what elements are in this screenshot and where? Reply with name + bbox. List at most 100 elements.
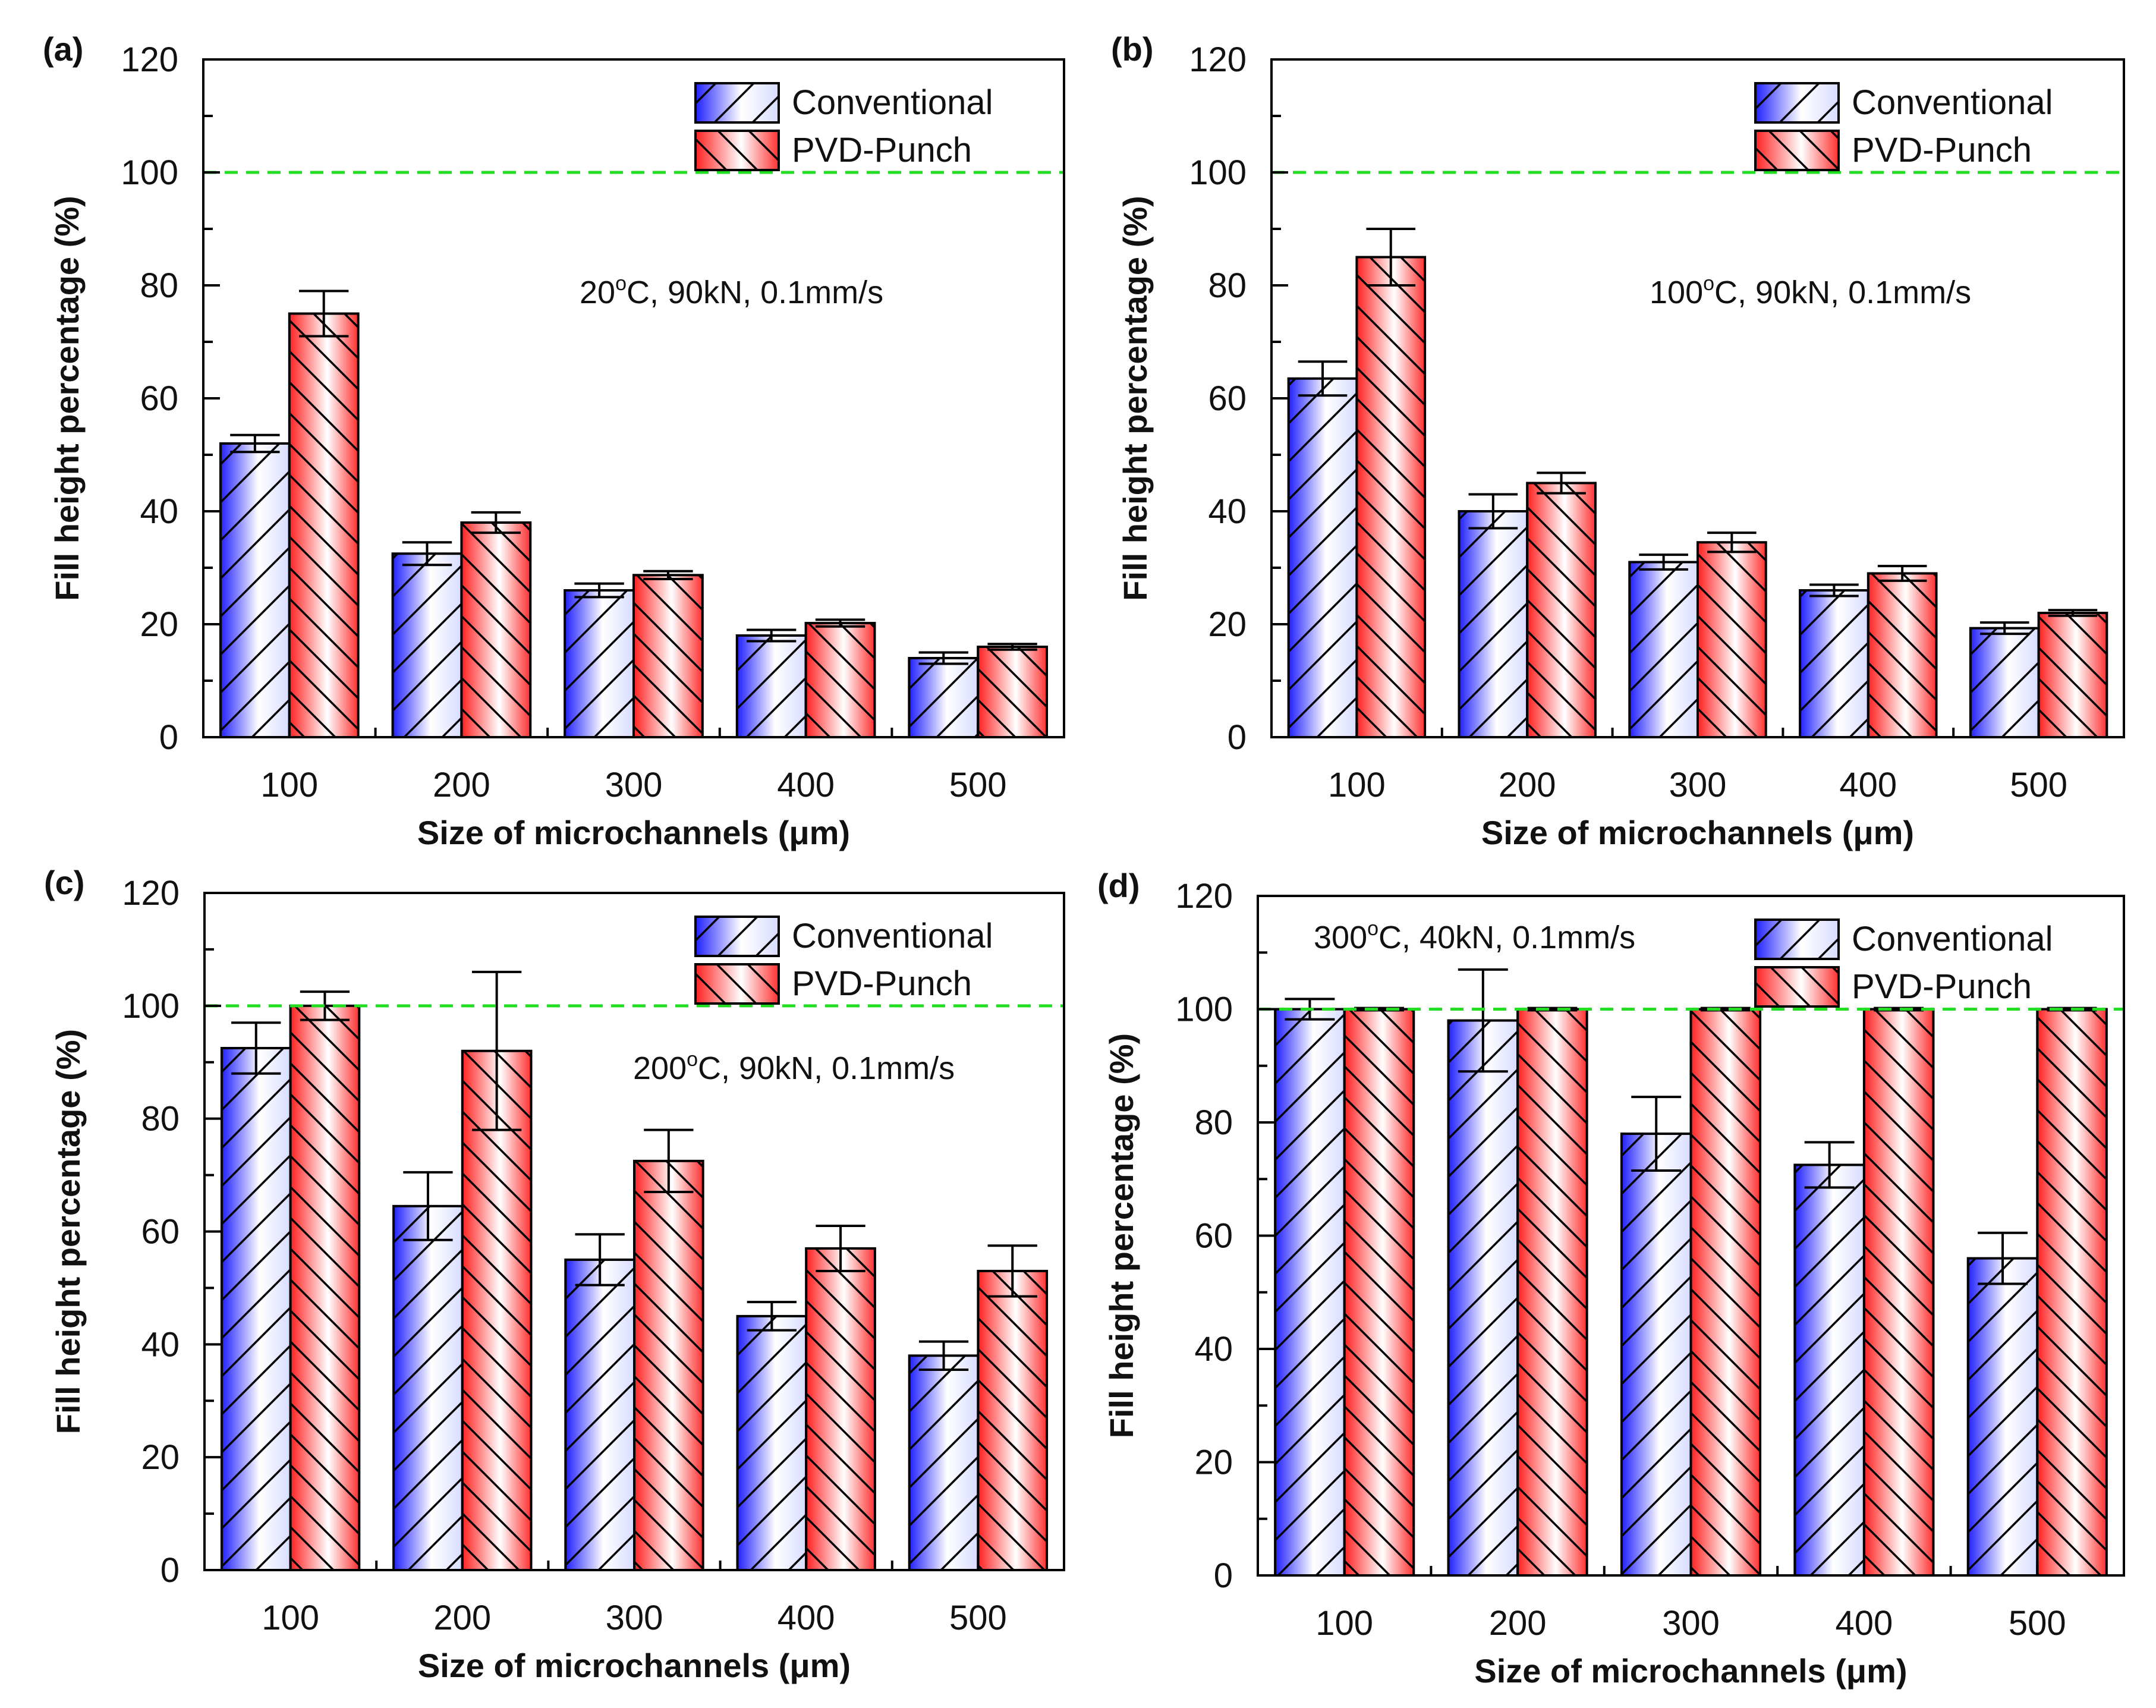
y-tick-label: 60 (1194, 1217, 1233, 1256)
bar-pvd-punch-200 (460, 521, 532, 738)
legend-label: PVD-Punch (792, 964, 972, 1003)
bar-conventional-100 (220, 1047, 292, 1572)
bar-conventional-500 (908, 1354, 980, 1571)
bar-pvd-punch-100 (1355, 256, 1427, 738)
bar-conventional-100 (1274, 1008, 1346, 1577)
x-tick-label: 500 (2010, 766, 2067, 804)
bar-hatch (1274, 1008, 1346, 1577)
bar-pvd-punch-400 (804, 622, 876, 738)
y-tick-label: 60 (1208, 379, 1247, 418)
error-bar (231, 1021, 281, 1075)
bar-hatch (564, 589, 635, 738)
error-bar (2048, 609, 2098, 617)
bar-hatch (460, 521, 532, 738)
x-tick-label: 300 (1662, 1604, 1720, 1643)
y-tick-label: 120 (1175, 877, 1233, 916)
error-bar (918, 651, 968, 665)
x-tick-label: 400 (778, 1599, 835, 1637)
panel-label: (b) (1111, 30, 1154, 68)
x-axis-title: Size of microchannels (μm) (1481, 814, 1914, 851)
error-bar (747, 1301, 797, 1332)
bar-hatch (908, 657, 980, 738)
bar-conventional-500 (908, 657, 980, 738)
y-tick-label: 100 (1189, 153, 1247, 192)
x-tick-label: 200 (1489, 1604, 1547, 1643)
y-tick-label: 40 (140, 492, 178, 531)
error-bar (643, 570, 693, 580)
x-tick-label: 200 (433, 1599, 491, 1637)
legend-item-conventional: Conventional (694, 82, 993, 124)
panel-c: 0 20 40 60 80 100 120 100 200 300 400 500 Size of mi… (44, 864, 1065, 1684)
y-tick-label: 120 (1189, 40, 1247, 79)
bar-hatch (908, 1354, 980, 1571)
error-bar (230, 433, 280, 454)
legend-label: Conventional (792, 83, 993, 122)
y-tick-label: 60 (140, 379, 178, 418)
bar-pvd-punch-500 (2036, 1008, 2108, 1577)
bar-conventional-200 (391, 552, 463, 738)
legend-swatch (694, 916, 780, 957)
legend-swatch (694, 963, 780, 1005)
y-tick-label: 20 (140, 605, 178, 644)
bar-hatch (1447, 1019, 1519, 1577)
bar-hatch (1697, 541, 1767, 738)
bar-pvd-punch-100 (288, 312, 360, 738)
bar-conventional-200 (1447, 1019, 1519, 1577)
condition-annotation: 200oC, 90kN, 0.1mm/s (633, 1048, 955, 1086)
bar-hatch (1799, 589, 1869, 738)
panel-b: 0 20 40 60 80 100 120 100 200 300 400 500 Size of mi… (1111, 30, 2125, 851)
bar-hatch (1343, 1008, 1415, 1577)
legend-swatch (694, 82, 780, 124)
x-tick-label: 100 (1328, 766, 1386, 804)
bar-hatch (1689, 1008, 1762, 1577)
bar-hatch (1628, 561, 1699, 738)
y-tick-label: 80 (1208, 266, 1247, 305)
error-bar (987, 643, 1037, 651)
bar-conventional-400 (1793, 1163, 1865, 1577)
bar-hatch (564, 1258, 636, 1571)
bar-pvd-punch-200 (461, 1049, 533, 1572)
x-tick-label: 100 (262, 1599, 319, 1637)
y-tick-label: 80 (1194, 1103, 1233, 1142)
legend-label: PVD-Punch (792, 131, 972, 169)
panel-label: (d) (1097, 867, 1140, 904)
y-axis-title: Fill height percentage (%) (1116, 196, 1154, 600)
bar-pvd-punch-200 (1526, 482, 1597, 738)
x-tick-label: 500 (949, 1599, 1007, 1637)
y-axis-title: Fill height percentage (%) (1103, 1033, 1140, 1438)
bar-pvd-punch-300 (633, 1159, 704, 1571)
bar-hatch (736, 1314, 808, 1571)
error-bar (1631, 1096, 1682, 1172)
error-bar (1707, 531, 1757, 553)
bar-pvd-punch-500 (977, 1269, 1049, 1571)
legend-item-conventional: Conventional (1754, 82, 2053, 124)
legend-swatch (1754, 966, 1840, 1008)
error-bar (402, 541, 452, 567)
bar-hatch (289, 1004, 361, 1572)
error-bar (644, 1128, 694, 1194)
bar-conventional-300 (1628, 561, 1699, 738)
bar-hatch (1793, 1163, 1865, 1577)
y-tick-label: 100 (122, 987, 180, 1026)
error-bar (987, 1244, 1037, 1298)
bar-conventional-500 (1966, 1257, 2039, 1577)
x-tick-label: 400 (1839, 766, 1897, 804)
legend-item-pvd-punch: PVD-Punch (1754, 966, 2032, 1008)
error-bar (746, 628, 797, 643)
legend-label: Conventional (1852, 83, 2053, 122)
x-tick-label: 200 (1499, 766, 1556, 804)
y-tick-label: 0 (1214, 1556, 1233, 1595)
error-bar (300, 990, 350, 1021)
legend: Conventional PVD-Punch (1754, 82, 2053, 171)
bar-conventional-400 (736, 1314, 808, 1571)
bar-pvd-punch-500 (2037, 612, 2108, 738)
condition-annotation: 20oC, 90kN, 0.1mm/s (580, 272, 883, 310)
y-tick-label: 100 (1175, 990, 1233, 1029)
y-tick-label: 80 (140, 266, 178, 305)
bar-conventional-100 (1287, 377, 1358, 738)
error-bar (574, 582, 624, 599)
error-bar (1804, 1141, 1855, 1189)
legend: Conventional PVD-Punch (694, 82, 993, 171)
error-bar (1978, 1231, 2028, 1285)
bar-conventional-100 (219, 442, 291, 738)
